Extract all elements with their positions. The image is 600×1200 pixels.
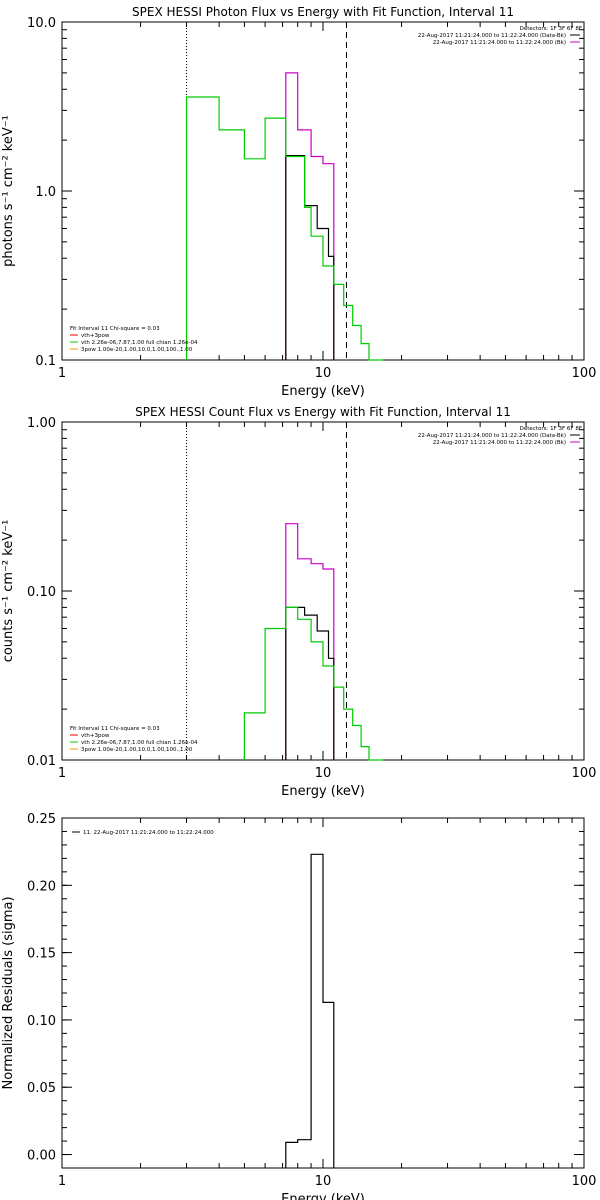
x-tick-label: 10 [315,1174,332,1189]
x-tick-label: 100 [572,366,597,381]
legend-entry: Detectors: 1F 3F 6F 8F [520,426,582,432]
y-axis-label: Normalized Residuals (sigma) [1,896,16,1089]
legend-entry: Fit Interval 11 Chi-square = 0.03 [70,326,160,332]
series-model-histogram [243,606,384,761]
x-tick-label: 1 [58,1174,66,1189]
series-data-histogram [285,606,335,760]
legend-entry: vth+3pow [81,333,110,339]
series-bk-histogram [285,523,335,760]
y-tick-label: 0.25 [27,812,56,827]
y-tick-label: 0.10 [27,1014,56,1029]
legend-entry: Detectors: 1F 3F 6F 8F [520,26,582,32]
x-tick-label: 10 [315,766,332,781]
x-tick-label: 10 [315,366,332,381]
x-axis-label: Energy (keV) [281,1192,365,1200]
y-tick-label: 0.00 [27,1149,56,1164]
legend-entry: vth 2.26e-06,7.87,1.00 full chian 1.26e-… [81,340,198,346]
legend-entry: 22-Aug-2017 11:21:24.000 to 11:22:24.000… [433,440,566,446]
legend-entry: vth 2.26e-06,7.87,1.00 full chian 1.26e-… [81,740,198,746]
series-bk-histogram [285,72,335,360]
legend-entry: 3pow 1.00e-20,1.00,10.0,1.00,100.,1.00 [81,347,193,353]
y-tick-label: 10.0 [27,16,56,31]
y-tick-label: 0.1 [35,354,56,369]
y-axis-label: photons s⁻¹ cm⁻² keV⁻¹ [1,115,16,267]
legend-entry: vth+3pow [81,733,110,739]
series-model-histogram [185,96,384,361]
y-tick-label: 0.15 [27,947,56,962]
x-tick-label: 100 [572,766,597,781]
legend-entry: Fit Interval 11 Chi-square = 0.03 [70,726,160,732]
y-tick-label: 0.05 [27,1081,56,1096]
x-axis-label: Energy (keV) [281,384,365,399]
series-data-histogram [285,155,335,360]
legend-entry: 22-Aug-2017 11:21:24.000 to 11:22:24.000… [433,40,566,46]
x-tick-label: 100 [572,1174,597,1189]
legend-entry: 22-Aug-2017 11:21:24.000 to 11:22:24.000… [418,433,566,439]
x-axis-label: Energy (keV) [281,784,365,799]
legend-entry: 11. 22-Aug-2017 11:21:24.000 to 11:22:24… [83,830,214,836]
chart-title: SPEX HESSI Count Flux vs Energy with Fit… [135,405,511,419]
y-tick-label: 1.0 [35,185,56,200]
chart-panel-2: SPEX HESSI Count Flux vs Energy with Fit… [1,405,596,799]
y-tick-label: 1.00 [27,416,56,431]
y-axis-label: counts s⁻¹ cm⁻² keV⁻¹ [1,520,16,663]
y-tick-label: 0.10 [27,585,56,600]
plot-frame [61,21,585,361]
y-tick-label: 0.20 [27,879,56,894]
x-tick-label: 1 [58,366,66,381]
series-resid-histogram [285,853,335,1168]
x-tick-label: 1 [58,766,66,781]
plot-frame [61,421,585,761]
legend-entry: 3pow 1.00e-20,1.00,10.0,1.00,100.,1.00 [81,747,193,753]
y-tick-label: 0.01 [27,754,56,769]
chart-panel-1: SPEX HESSI Photon Flux vs Energy with Fi… [1,5,596,399]
chart-title: SPEX HESSI Photon Flux vs Energy with Fi… [132,5,514,19]
chart-panel-3: 1 10 100 Energy (keV) 0.00 0.05 0.10 0.15 0.20 0.… [1,812,596,1200]
legend-entry: 22-Aug-2017 11:21:24.000 to 11:22:24.000… [418,33,566,39]
